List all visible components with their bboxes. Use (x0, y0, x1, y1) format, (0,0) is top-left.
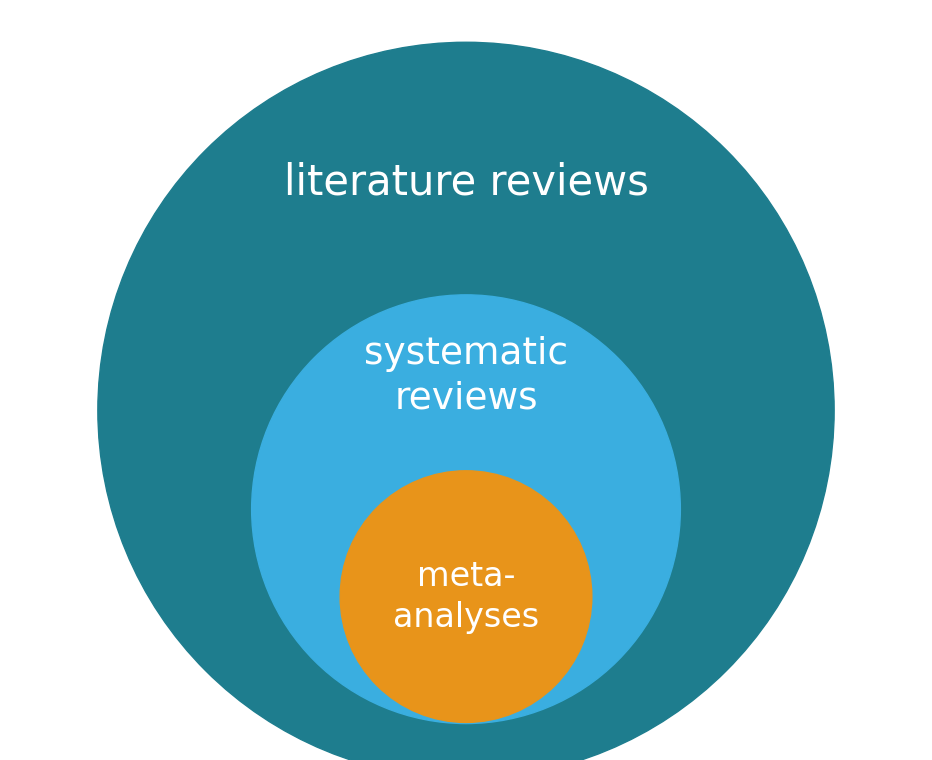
Ellipse shape (252, 295, 680, 724)
Text: literature reviews: literature reviews (283, 161, 649, 204)
Text: meta-
analyses: meta- analyses (393, 559, 539, 634)
Ellipse shape (340, 470, 592, 723)
Ellipse shape (98, 43, 834, 760)
Text: systematic
reviews: systematic reviews (363, 336, 569, 416)
